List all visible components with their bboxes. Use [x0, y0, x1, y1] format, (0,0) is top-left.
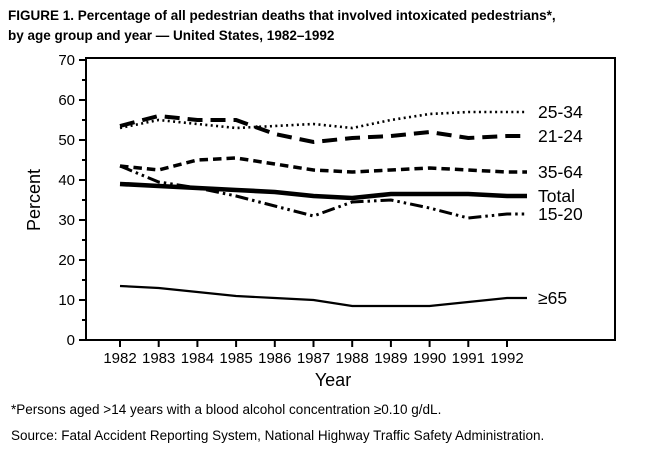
x-tick-label-1989: 1989	[374, 350, 407, 367]
x-tick-label-1984: 1984	[181, 350, 214, 367]
x-tick-label-1988: 1988	[336, 350, 369, 367]
series-label-35-64: 35-64	[538, 162, 583, 182]
footnote: *Persons aged >14 years with a blood alc…	[11, 402, 442, 417]
y-tick-label-50: 50	[58, 132, 75, 149]
y-tick-label-30: 30	[58, 212, 75, 229]
source-note: Source: Fatal Accident Reporting System,…	[11, 428, 545, 443]
series-line-total	[119, 181, 527, 201]
y-tick-label-20: 20	[58, 252, 75, 269]
series-line-ge65	[119, 284, 527, 308]
x-tick-label-1986: 1986	[258, 350, 291, 367]
y-tick-label-60: 60	[58, 92, 75, 109]
y-tick-label-10: 10	[58, 292, 75, 309]
x-tick-label-1985: 1985	[219, 350, 252, 367]
y-tick-label-70: 70	[58, 52, 75, 69]
figure-title-line1: FIGURE 1. Percentage of all pedestrian d…	[8, 8, 556, 23]
x-tick-label-1990: 1990	[413, 350, 446, 367]
series-line-21-24	[119, 113, 527, 145]
x-tick-label-1987: 1987	[297, 350, 330, 367]
series-label-total: Total	[538, 186, 575, 206]
x-axis-title: Year	[315, 370, 351, 390]
chart-canvas: 0 10 20 30 40 50 60 70 1982 1983 1984 1985 1986 1987 1…	[24, 52, 616, 390]
figure-title: FIGURE 1. Percentage of all pedestrian d…	[8, 6, 644, 46]
series-label-21-24: 21-24	[538, 126, 583, 146]
y-tick-label-40: 40	[58, 172, 75, 189]
series-label-15-20: 15-20	[538, 204, 583, 224]
series-line-25-34	[119, 110, 527, 130]
series-line-35-64	[119, 156, 527, 174]
x-tick-label-1982: 1982	[103, 350, 136, 367]
x-tick-label-1983: 1983	[142, 350, 175, 367]
y-axis-title: Percent	[24, 169, 44, 231]
x-tick-label-1991: 1991	[452, 350, 485, 367]
y-tick-label-0: 0	[67, 332, 75, 349]
x-tick-label-1992: 1992	[490, 350, 523, 367]
series-label-25-34: 25-34	[538, 102, 583, 122]
series-label-ge65: ≥65	[538, 288, 567, 308]
figure-title-line2: by age group and year — United States, 1…	[8, 28, 335, 43]
series-line-15-20	[119, 164, 527, 220]
